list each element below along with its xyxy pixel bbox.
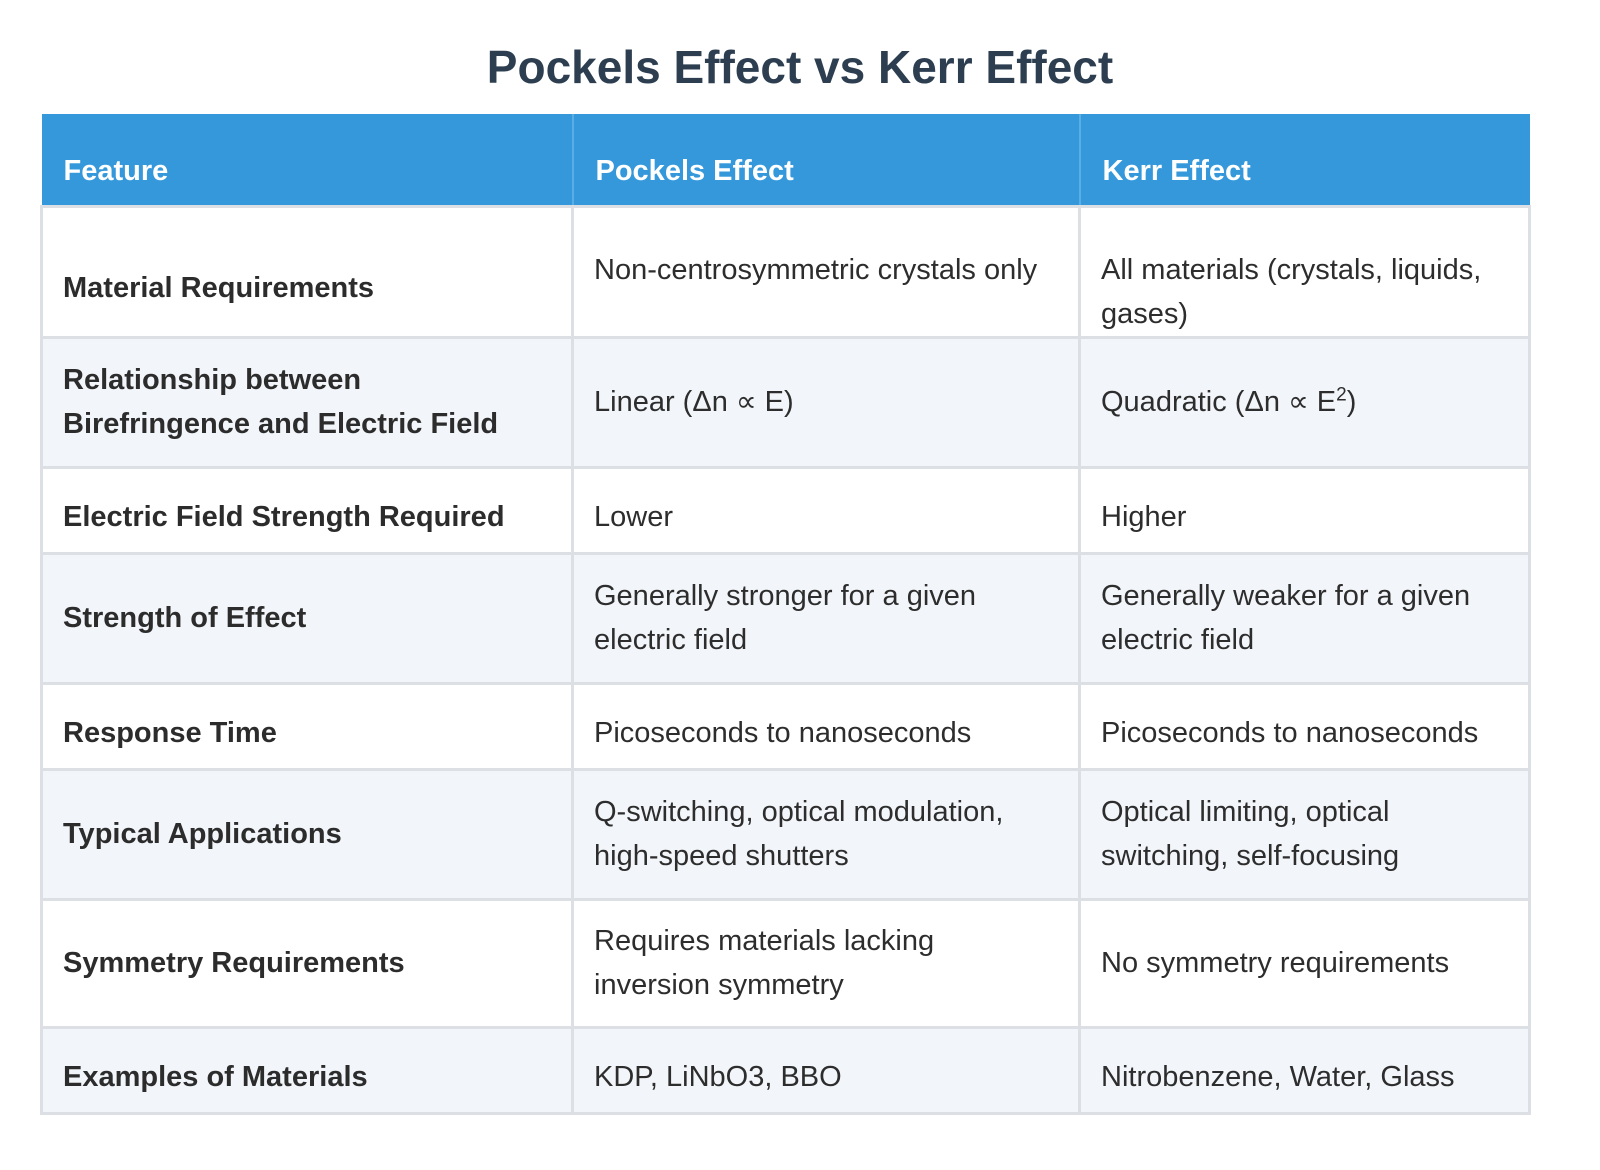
- table-row: Relationship between Birefringence and E…: [40, 335, 1531, 469]
- kerr-cell: Picoseconds to nanoseconds: [1078, 681, 1531, 771]
- kerr-cell: Higher: [1078, 465, 1531, 555]
- pockels-cell: Picoseconds to nanoseconds: [571, 681, 1081, 771]
- pockels-cell: Lower: [571, 465, 1081, 555]
- kerr-cell: Quadratic (Δn ∝ E2): [1078, 335, 1531, 469]
- pockels-cell: Q-switching, optical modulation, high-sp…: [571, 767, 1081, 901]
- pockels-cell: Non-centrosymmetric crystals only: [571, 204, 1081, 339]
- table-row: Response Time Picoseconds to nanoseconds…: [40, 681, 1531, 771]
- table-row: Symmetry Requirements Requires materials…: [40, 897, 1531, 1029]
- kerr-cell: Nitrobenzene, Water, Glass: [1078, 1025, 1531, 1115]
- table-header-row: Feature Pockels Effect Kerr Effect: [41, 114, 1530, 207]
- page-title: Pockels Effect vs Kerr Effect: [486, 41, 1114, 93]
- table-row: Strength of Effect Generally stronger fo…: [40, 551, 1531, 685]
- feature-cell: Material Requirements: [40, 204, 574, 339]
- feature-cell: Response Time: [40, 681, 574, 771]
- table-row: Typical Applications Q-switching, optica…: [40, 767, 1531, 901]
- header-kerr: Kerr Effect: [1079, 114, 1530, 207]
- comparison-table: Feature Pockels Effect Kerr Effect Mater…: [40, 114, 1531, 1115]
- feature-cell: Typical Applications: [40, 767, 574, 901]
- table-row: Material Requirements Non-centrosymmetri…: [40, 204, 1531, 339]
- kerr-formula-close: ): [1346, 386, 1357, 418]
- feature-cell: Electric Field Strength Required: [40, 465, 574, 555]
- pockels-cell: Generally stronger for a given electric …: [571, 551, 1081, 685]
- feature-cell: Examples of Materials: [40, 1025, 574, 1115]
- pockels-cell: Linear (Δn ∝ E): [571, 335, 1081, 469]
- table-row: Examples of Materials KDP, LiNbO3, BBO N…: [40, 1025, 1531, 1115]
- feature-cell: Symmetry Requirements: [40, 897, 574, 1029]
- kerr-cell: All materials (crystals, liquids, gases): [1078, 204, 1531, 339]
- kerr-formula-exponent: 2: [1336, 384, 1347, 406]
- header-pockels: Pockels Effect: [572, 114, 1081, 207]
- pockels-cell: KDP, LiNbO3, BBO: [571, 1025, 1081, 1115]
- kerr-cell: Generally weaker for a given electric fi…: [1078, 551, 1531, 685]
- pockels-cell: Requires materials lacking inversion sym…: [571, 897, 1081, 1029]
- feature-cell: Strength of Effect: [40, 551, 574, 685]
- kerr-cell: Optical limiting, optical switching, sel…: [1078, 767, 1531, 901]
- kerr-cell: No symmetry requirements: [1078, 897, 1531, 1029]
- table-row: Electric Field Strength Required Lower H…: [40, 465, 1531, 555]
- feature-cell: Relationship between Birefringence and E…: [40, 335, 574, 469]
- kerr-formula: Quadratic (Δn ∝ E: [1101, 386, 1337, 418]
- header-feature: Feature: [41, 114, 574, 207]
